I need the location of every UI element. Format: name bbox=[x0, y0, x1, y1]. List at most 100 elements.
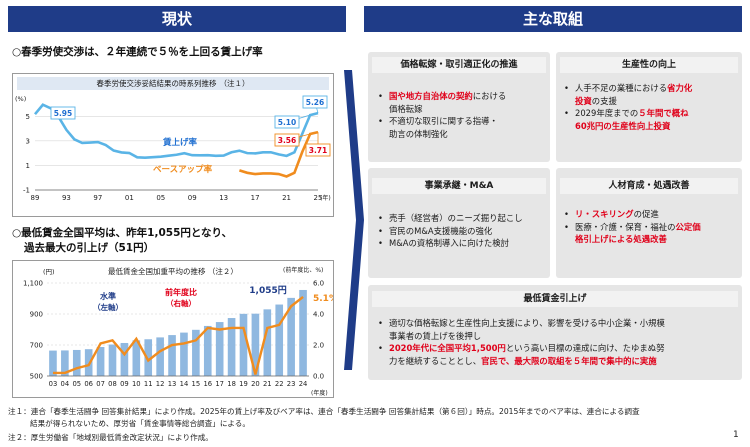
chart2-bar bbox=[108, 344, 117, 376]
chart2-label-ratio: 前年度比 bbox=[165, 287, 197, 297]
chart1-series-label-baseup: ベースアップ率 bbox=[153, 164, 213, 175]
box-minimum-wage: 最低賃金引上げ 適切な価格転嫁と生産性向上支援により、影響を受ける中小企業・小規… bbox=[368, 285, 742, 380]
section2-title-line2: 過去最大の引上げ（51円） bbox=[24, 242, 155, 254]
chart2-x-tick: 15 bbox=[192, 380, 201, 388]
chart2-callout-level: 1,055円 bbox=[249, 285, 286, 296]
wage-increase-chart: 春季労使交渉妥結結果の時系列推移 （注１） (%) 5 3 1 -1 89 93 97 01 05 0… bbox=[12, 73, 334, 217]
chart2-y-tick-left: 500 bbox=[30, 373, 43, 381]
left-header: 現状 bbox=[8, 6, 346, 32]
chart2-x-tick: 12 bbox=[156, 380, 165, 388]
chart1-x-tick: 89 bbox=[31, 194, 40, 202]
chart2-x-tick: 04 bbox=[61, 380, 70, 388]
box5-item2: 2020年代に全国平均1,500円という高い目標の達成に向け、たゆまぬ努力を継続… bbox=[378, 342, 740, 367]
chart1-unit: (%) bbox=[15, 95, 26, 103]
chart1-x-tick: 25 bbox=[314, 194, 323, 202]
chart1-callout-2024: 5.10 bbox=[278, 118, 297, 127]
footnote-1: 注１：連合「春季生活闘争 回答集計結果」により作成。2025年の賃上げ率及びベア… bbox=[8, 407, 640, 416]
chart1-y-tick: 1 bbox=[26, 162, 30, 170]
chart2-x-tick: 16 bbox=[203, 380, 212, 388]
chart2-bar bbox=[49, 350, 57, 376]
chart1-callout-2024-box bbox=[274, 115, 300, 129]
chart2-unit-right: (前年度比、%) bbox=[283, 266, 323, 274]
chart2-y-tick-left: 900 bbox=[30, 311, 43, 319]
chart2-y-tick-left: 700 bbox=[30, 342, 43, 350]
chart2-x-tick: 24 bbox=[299, 380, 308, 388]
footnote-2: 注２：厚生労働省「地域別最低賃金改定状況」により作成。 bbox=[8, 433, 213, 442]
page-number: 1 bbox=[733, 430, 739, 440]
chart1-x-tick: 09 bbox=[188, 194, 197, 202]
chart1-x-tick: 97 bbox=[93, 194, 102, 202]
chart1-callout-baseup-2024-box bbox=[274, 133, 300, 147]
chart1-x-tick: 21 bbox=[282, 194, 291, 202]
chart2-x-tick: 08 bbox=[108, 380, 117, 388]
chart2-x-tick: 11 bbox=[144, 380, 153, 388]
chart2-y-tick-right: 4.0 bbox=[313, 311, 324, 319]
chart2-bar bbox=[227, 318, 236, 376]
chart2-y-tick-right: 0.0 bbox=[313, 373, 324, 381]
chart2-bar bbox=[72, 349, 81, 376]
box2-title: 生産性の向上 bbox=[560, 57, 738, 73]
box5-item1: 適切な価格転嫁と生産性向上支援により、影響を受ける中小企業・小規模事業者の賃上げ… bbox=[378, 317, 740, 342]
box3-item2: 官民のM&A支援機能の強化 bbox=[378, 225, 550, 238]
chart2-bar bbox=[192, 329, 200, 376]
chart2-label-level-axis: （左軸） bbox=[93, 302, 123, 312]
chart1-title-bar: 春季労使交渉妥結結果の時系列推移 （注１） bbox=[17, 77, 329, 90]
chart1-x-tick: 13 bbox=[219, 194, 228, 202]
box1-item2: 不適切な取引に関する指導・助言の体制強化 bbox=[378, 115, 548, 140]
chart2-x-tick: 13 bbox=[168, 380, 177, 388]
chart2-x-tick: 17 bbox=[215, 380, 224, 388]
chart2-bar bbox=[287, 297, 295, 376]
chart2-bar bbox=[239, 313, 248, 376]
chart1-callout-peak-box bbox=[50, 106, 76, 120]
chart2-x-tick: 21 bbox=[263, 380, 272, 388]
section1-title: ○春季労使交渉は、２年連続で５％を上回る賃上げ率 bbox=[12, 46, 263, 58]
section2-title-line1: ○最低賃金全国平均は、昨年1,055円となり、 bbox=[12, 227, 233, 239]
chart2-x-tick: 05 bbox=[72, 380, 81, 388]
chart2-x-tick: 20 bbox=[251, 380, 260, 388]
chart1-x-tick: 01 bbox=[125, 194, 134, 202]
chart2-bar bbox=[120, 342, 129, 376]
box-business-succession: 事業承継・M&A 売手（経営者）のニーズ掘り起こし 官民のM&A支援機能の強化 … bbox=[368, 168, 550, 278]
chart2-y-tick-right: 2.0 bbox=[313, 342, 324, 350]
box1-title: 価格転嫁・取引適正化の推進 bbox=[372, 57, 546, 73]
chart2-bar bbox=[299, 289, 307, 376]
minimum-wage-chart: 最低賃金全国加重平均の推移 （注２） (円) (前年度比、%) 1,100 900 700… bbox=[12, 260, 334, 398]
chart2-x-tick: 19 bbox=[239, 380, 248, 388]
chart2-x-tick: 18 bbox=[227, 380, 236, 388]
chart1-x-tick: 93 bbox=[62, 194, 71, 202]
chart1-callout-baseup-2024: 3.56 bbox=[278, 136, 297, 145]
chart2-bar bbox=[156, 337, 164, 376]
chart1-y-tick: 5 bbox=[26, 113, 30, 121]
chart1-series-wage-increase bbox=[34, 103, 319, 159]
box3-title: 事業承継・M&A bbox=[372, 178, 546, 194]
chart1-title: 春季労使交渉妥結結果の時系列推移 bbox=[96, 79, 217, 88]
box3-item1: 売手（経営者）のニーズ掘り起こし bbox=[378, 212, 550, 225]
chart2-y-tick-right: 6.0 bbox=[313, 280, 324, 288]
chart2-x-tick: 09 bbox=[120, 380, 129, 388]
chart2-unit-left: (円) bbox=[43, 268, 55, 276]
chart2-year-suffix: (年度) bbox=[311, 389, 328, 397]
chevron-arrow-icon bbox=[344, 70, 364, 370]
chart2-x-tick: 10 bbox=[132, 380, 141, 388]
right-header: 主な取組 bbox=[364, 6, 742, 32]
box3-item3: M&Aの資格制導入に向けた検討 bbox=[378, 237, 550, 250]
chart2-bar bbox=[96, 347, 105, 376]
chart1-callout-2025: 5.26 bbox=[306, 98, 325, 107]
chart2-bar bbox=[275, 304, 284, 376]
chart2-x-tick: 14 bbox=[180, 380, 189, 388]
chart2-x-tick: 06 bbox=[84, 380, 93, 388]
chart2-bar bbox=[84, 349, 93, 376]
chart2-title: 最低賃金全国加重平均の推移 （注２） bbox=[108, 266, 238, 276]
chart1-callout-baseup-2025-box bbox=[305, 143, 331, 157]
chart2-y-tick-left: 1,100 bbox=[23, 280, 43, 288]
chart2-bar bbox=[61, 350, 69, 376]
chart1-x-tick: 17 bbox=[251, 194, 260, 202]
chart1-series-label-wage: 賃上げ率 bbox=[162, 137, 198, 148]
chart2-bar bbox=[168, 335, 176, 376]
chart1-callout-baseup-2025: 3.71 bbox=[309, 146, 328, 155]
